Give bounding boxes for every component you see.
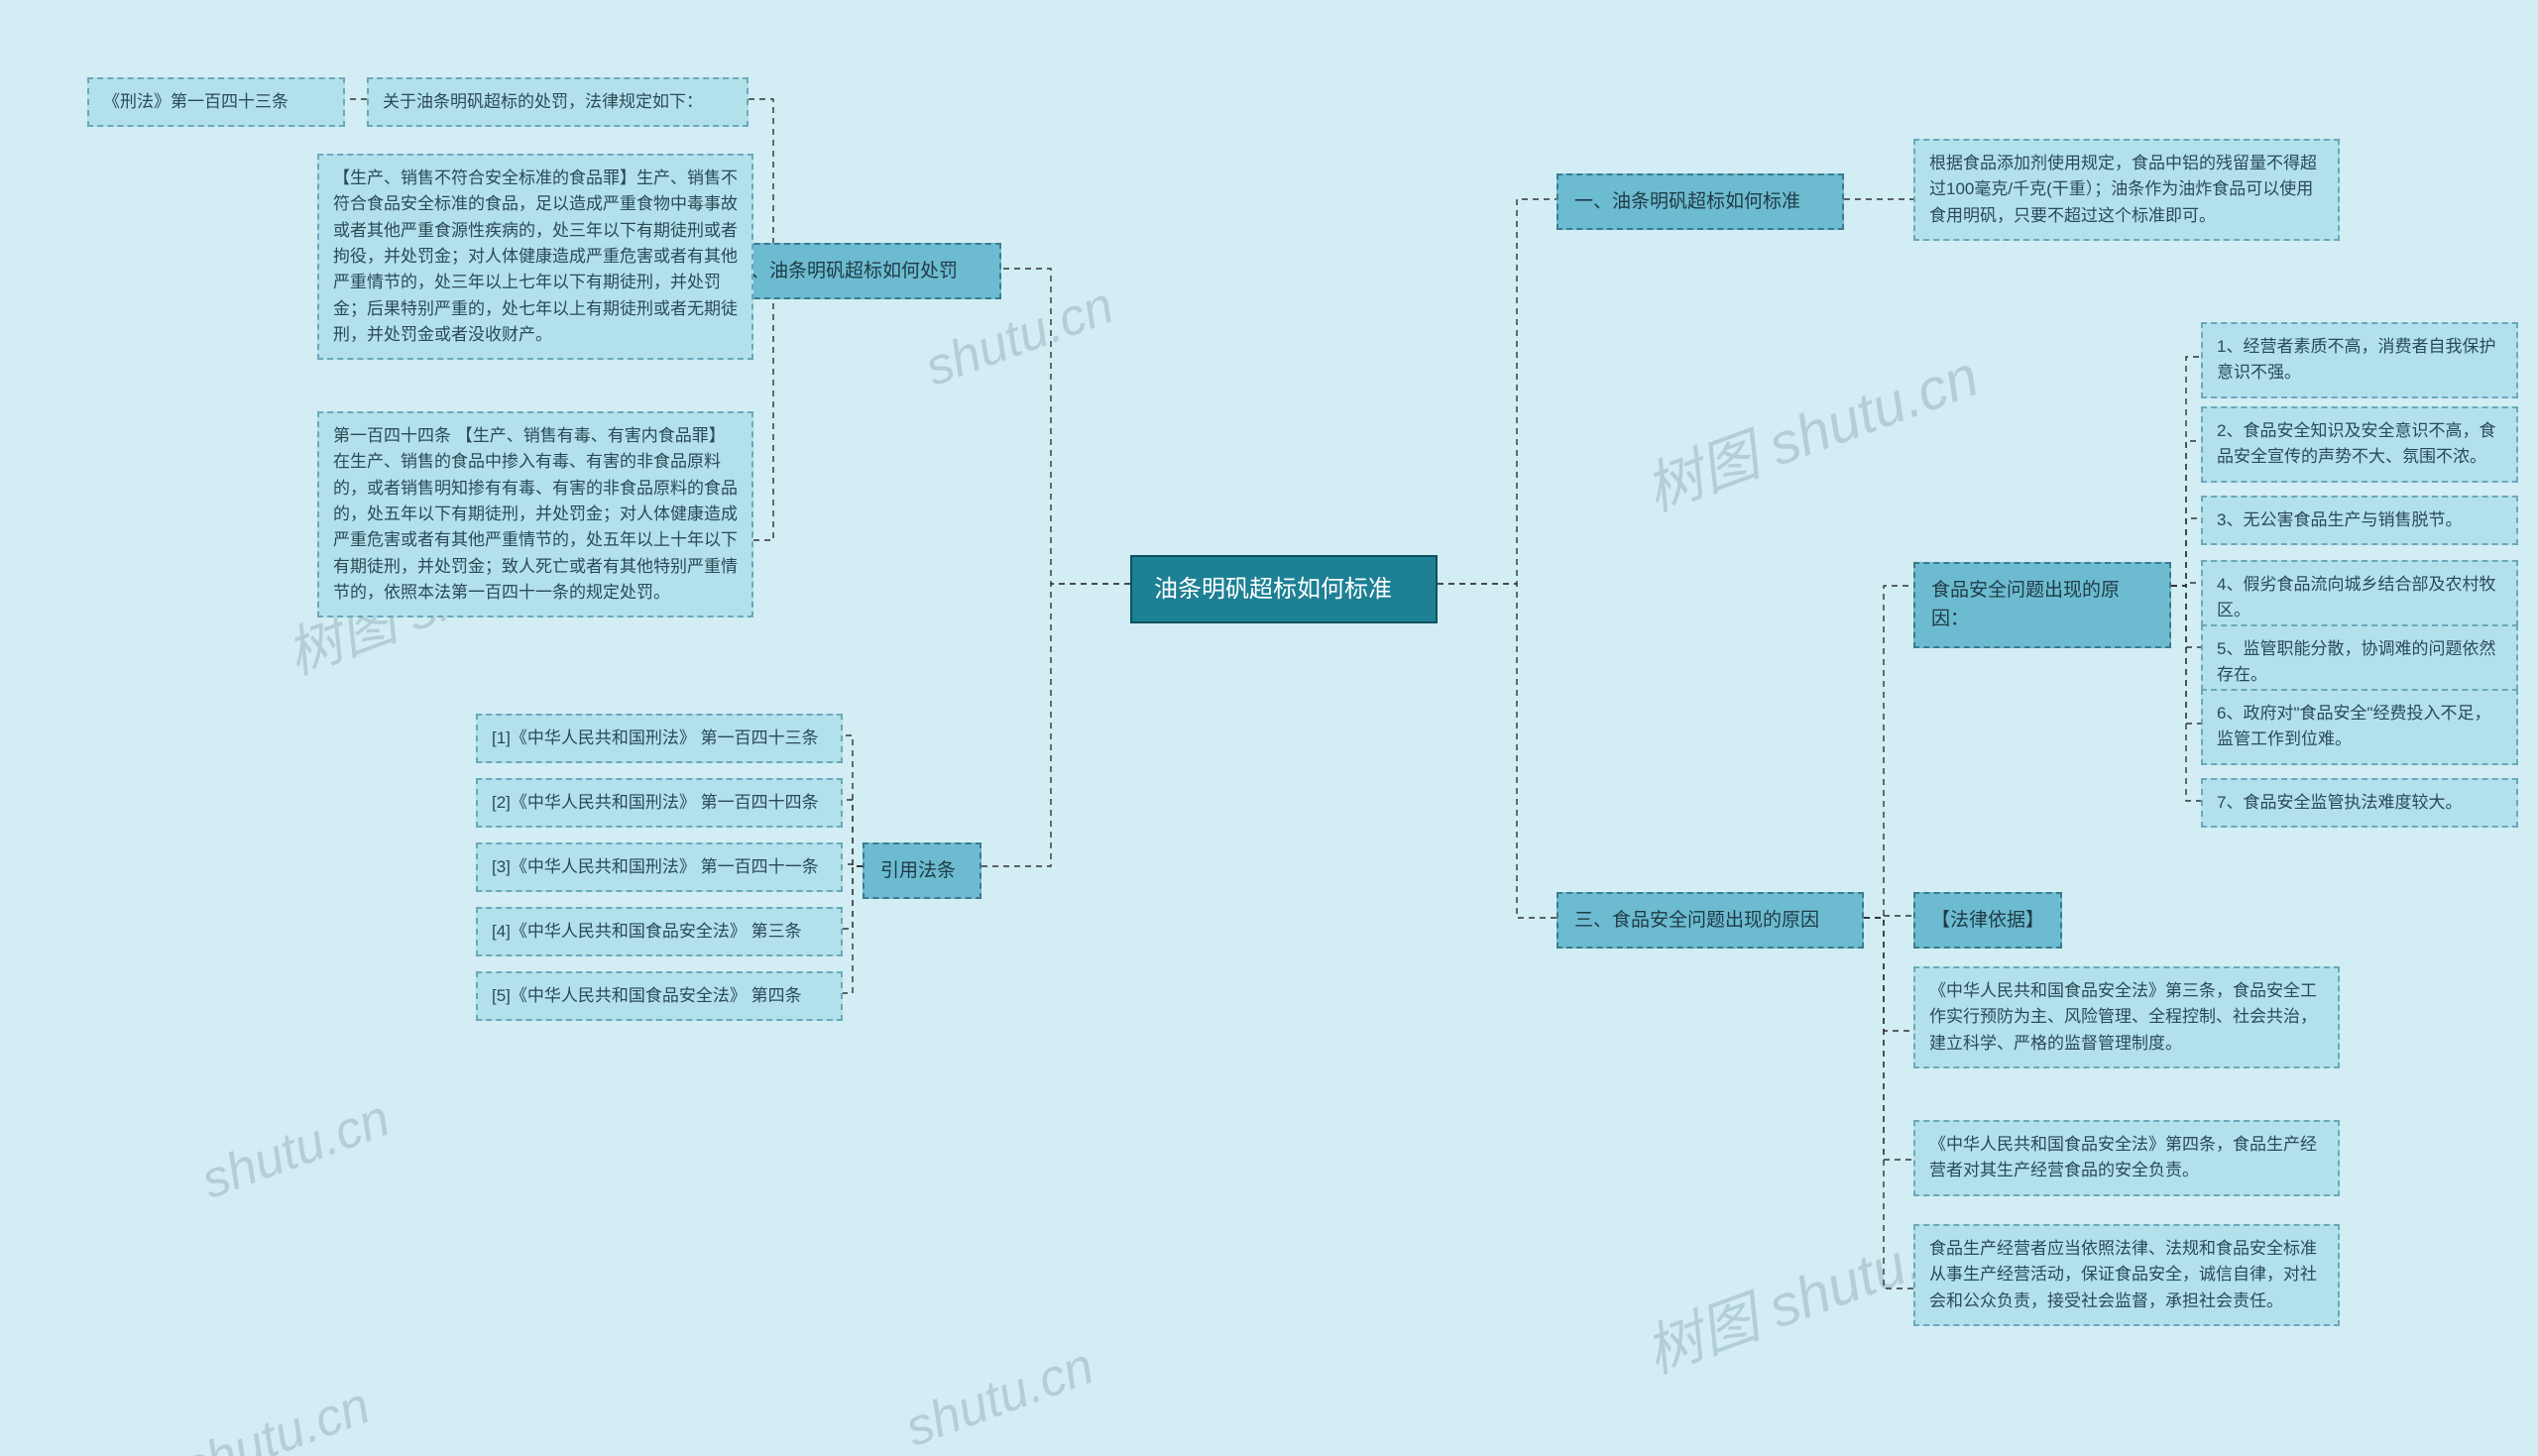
branch-reasons: 食品安全问题出现的原因：: [1913, 562, 2171, 648]
branch-3: 三、食品安全问题出现的原因: [1557, 892, 1864, 949]
branch-cite: 引用法条: [863, 842, 981, 899]
leaf-reason-1: 1、经营者素质不高，消费者自我保护意识不强。: [2201, 322, 2518, 398]
watermark: shutu.cn: [194, 1088, 398, 1211]
leaf-cite-4: [4]《中华人民共和国食品安全法》 第三条: [476, 907, 843, 956]
leaf-punish-intro: 关于油条明矾超标的处罚，法律规定如下：: [367, 77, 749, 127]
leaf-reason-6: 6、政府对"食品安全"经费投入不足，监管工作到位难。: [2201, 689, 2518, 765]
root-node: 油条明矾超标如何标准: [1130, 555, 1438, 623]
leaf-law-4: 《中华人民共和国食品安全法》第四条，食品生产经营者对其生产经营食品的安全负责。: [1913, 1120, 2340, 1196]
branch-1: 一、油条明矾超标如何标准: [1557, 173, 1844, 230]
watermark: shutu.cn: [174, 1376, 378, 1456]
leaf-cite-5: [5]《中华人民共和国食品安全法》 第四条: [476, 971, 843, 1021]
watermark: shutu.cn: [898, 1336, 1101, 1456]
watermark: 树图 shutu.cn: [1632, 329, 1988, 526]
leaf-cite-3: [3]《中华人民共和国刑法》 第一百四十一条: [476, 842, 843, 892]
branch-2: 二、油条明矾超标如何处罚: [714, 243, 1001, 299]
leaf-article-143: 【生产、销售不符合安全标准的食品罪】生产、销售不符合食品安全标准的食品，足以造成…: [317, 154, 753, 360]
leaf-reason-3: 3、无公害食品生产与销售脱节。: [2201, 496, 2518, 545]
leaf-standard: 根据食品添加剂使用规定，食品中铝的残留量不得超过100毫克/千克(干重）；油条作…: [1913, 139, 2340, 241]
leaf-criminal-143: 《刑法》第一百四十三条: [87, 77, 345, 127]
leaf-reason-2: 2、食品安全知识及安全意识不高，食品安全宣传的声势不大、氛围不浓。: [2201, 406, 2518, 483]
mindmap-canvas: 树图 shutu.cn shutu.cn shutu.cn shutu.cn s…: [0, 0, 2538, 1456]
leaf-article-144: 第一百四十四条 【生产、销售有毒、有害内食品罪】在生产、销售的食品中掺入有毒、有…: [317, 411, 753, 617]
leaf-cite-2: [2]《中华人民共和国刑法》 第一百四十四条: [476, 778, 843, 828]
branch-legal-basis: 【法律依据】: [1913, 892, 2062, 949]
leaf-cite-1: [1]《中华人民共和国刑法》 第一百四十三条: [476, 714, 843, 763]
leaf-reason-7: 7、食品安全监管执法难度较大。: [2201, 778, 2518, 828]
leaf-law-3: 《中华人民共和国食品安全法》第三条，食品安全工作实行预防为主、风险管理、全程控制…: [1913, 966, 2340, 1068]
leaf-law-responsibility: 食品生产经营者应当依照法律、法规和食品安全标准从事生产经营活动，保证食品安全，诚…: [1913, 1224, 2340, 1326]
